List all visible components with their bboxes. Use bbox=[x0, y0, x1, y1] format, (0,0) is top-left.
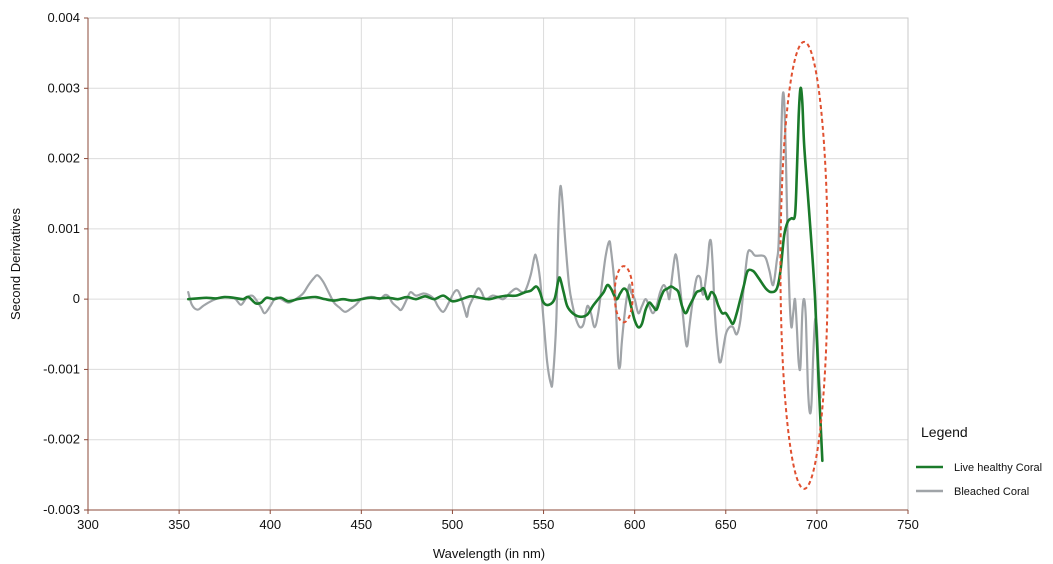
x-tick-label: 300 bbox=[77, 517, 99, 532]
chart-legend: Legend Live healthy Coral Bleached Coral bbox=[916, 424, 1042, 498]
legend-title: Legend bbox=[921, 424, 968, 440]
x-tick-label: 400 bbox=[259, 517, 281, 532]
y-tick-label: 0.004 bbox=[47, 10, 80, 25]
x-tick-label: 450 bbox=[350, 517, 372, 532]
x-tick-label: 600 bbox=[624, 517, 646, 532]
y-axis-ticks: -0.003 -0.002 -0.001 0 0.001 0.002 0.003 0.004 bbox=[43, 10, 88, 517]
y-tick-label: 0.001 bbox=[47, 221, 80, 236]
x-tick-label: 650 bbox=[715, 517, 737, 532]
y-tick-label: -0.001 bbox=[43, 361, 80, 376]
x-tick-label: 700 bbox=[806, 517, 828, 532]
legend-label: Live healthy Coral bbox=[954, 462, 1042, 474]
highlight-ellipse bbox=[613, 265, 634, 324]
legend-items: Live healthy Coral Bleached Coral bbox=[916, 462, 1042, 498]
highlight-ellipse bbox=[779, 40, 829, 490]
y-tick-label: -0.003 bbox=[43, 502, 80, 517]
y-tick-label: 0.003 bbox=[47, 80, 80, 95]
x-tick-label: 350 bbox=[168, 517, 190, 532]
series-line-bleached-coral bbox=[187, 91, 822, 415]
x-axis-ticks: 300 350 400 450 500 550 600 650 700 750 bbox=[77, 510, 919, 532]
series-line-live-healthy-coral bbox=[186, 86, 824, 463]
y-tick-label: -0.002 bbox=[43, 432, 80, 447]
x-tick-label: 500 bbox=[442, 517, 464, 532]
y-tick-label: 0.002 bbox=[47, 151, 80, 166]
x-tick-label: 750 bbox=[897, 517, 919, 532]
x-tick-label: 550 bbox=[533, 517, 555, 532]
x-axis-title: Wavelength (in nm) bbox=[433, 546, 545, 561]
annotation-layer bbox=[613, 40, 829, 490]
y-axis-title: Second Derivatives bbox=[8, 208, 23, 320]
legend-label: Bleached Coral bbox=[954, 486, 1029, 498]
y-tick-label: 0 bbox=[73, 291, 80, 306]
series-layer bbox=[186, 86, 824, 463]
